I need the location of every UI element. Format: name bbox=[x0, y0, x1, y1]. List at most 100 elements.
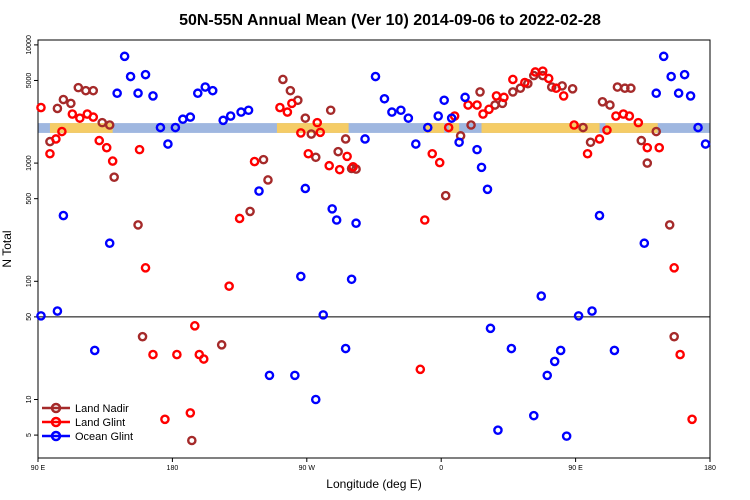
point-land-nadir bbox=[104, 120, 115, 130]
point-ocean-glint bbox=[460, 92, 470, 103]
point-land-glint bbox=[687, 414, 697, 425]
point-land-nadir bbox=[585, 137, 596, 148]
point-land-nadir bbox=[133, 220, 143, 230]
point-land-glint bbox=[148, 349, 158, 360]
point-land-nadir bbox=[52, 103, 63, 114]
point-ocean-glint bbox=[225, 111, 236, 121]
point-ocean-glint bbox=[587, 306, 597, 316]
point-land-glint bbox=[334, 164, 345, 175]
point-ocean-glint bbox=[679, 69, 690, 80]
point-land-glint bbox=[654, 142, 665, 153]
point-ocean-glint bbox=[379, 93, 390, 104]
point-land-glint bbox=[75, 113, 85, 123]
point-ocean-glint bbox=[36, 311, 46, 321]
point-land-glint bbox=[602, 125, 612, 135]
point-land-glint bbox=[348, 162, 358, 172]
y-tick-label: 5000 bbox=[26, 73, 33, 89]
point-land-nadir bbox=[88, 85, 99, 96]
point-land-glint bbox=[224, 281, 234, 291]
point-land-nadir bbox=[515, 83, 526, 94]
point-land-nadir bbox=[597, 97, 608, 107]
point-land-glint bbox=[443, 122, 454, 133]
point-ocean-glint bbox=[433, 111, 444, 121]
point-land-glint bbox=[45, 148, 55, 159]
point-land-glint bbox=[57, 126, 67, 137]
x-axis-ticks: 90 E 180 90 W 0 90 E 180 bbox=[31, 458, 716, 472]
y-axis-ticks: 5 10 50 100 500 1000 5000 10000 bbox=[26, 35, 38, 437]
point-ocean-glint bbox=[506, 343, 517, 354]
point-land-glint bbox=[101, 142, 112, 153]
point-land-nadir bbox=[466, 120, 476, 130]
point-land-nadir bbox=[578, 122, 588, 133]
point-land-glint bbox=[520, 77, 530, 88]
point-ocean-glint bbox=[528, 410, 539, 421]
y-tick-label: 10 bbox=[26, 396, 33, 404]
point-land-glint bbox=[234, 213, 245, 224]
point-ocean-glint bbox=[112, 88, 122, 99]
point-land-glint bbox=[51, 134, 61, 144]
point-ocean-glint bbox=[310, 394, 321, 405]
point-ocean-glint bbox=[411, 139, 421, 149]
point-land-nadir bbox=[508, 87, 518, 97]
point-ocean-glint bbox=[536, 291, 547, 301]
point-ocean-glint bbox=[673, 88, 684, 99]
point-land-nadir bbox=[669, 331, 679, 342]
point-ocean-glint bbox=[472, 144, 482, 155]
band-land-segment bbox=[424, 123, 445, 133]
point-land-nadir bbox=[58, 94, 69, 105]
point-land-glint bbox=[94, 135, 105, 146]
point-land-nadir bbox=[340, 134, 351, 144]
point-land-glint bbox=[582, 148, 593, 159]
point-ocean-glint bbox=[148, 91, 158, 101]
point-ocean-glint bbox=[243, 105, 254, 116]
point-land-nadir bbox=[626, 83, 636, 94]
point-land-nadir bbox=[216, 340, 227, 350]
x-tick-label: 90 W bbox=[299, 465, 316, 472]
x-tick-label: 180 bbox=[167, 465, 179, 472]
point-land-nadir bbox=[263, 175, 273, 185]
point-land-nadir bbox=[605, 100, 615, 110]
point-land-glint bbox=[675, 349, 685, 360]
y-tick-label: 1000 bbox=[26, 155, 33, 171]
point-ocean-glint bbox=[192, 88, 203, 99]
point-ocean-glint bbox=[485, 323, 496, 334]
legend-marker-land-nadir bbox=[50, 402, 62, 414]
point-land-glint bbox=[198, 354, 209, 364]
band-land-segment bbox=[276, 123, 349, 133]
point-ocean-glint bbox=[651, 88, 662, 99]
point-ocean-glint bbox=[396, 105, 406, 116]
point-land-glint bbox=[472, 100, 482, 110]
point-land-glint bbox=[172, 349, 182, 360]
point-land-glint bbox=[669, 263, 679, 273]
point-ocean-glint bbox=[370, 71, 381, 82]
legend-entry-land-glint: Land Glint bbox=[42, 416, 125, 429]
point-land-nadir bbox=[567, 84, 578, 94]
x-axis-label: Longitude (deg E) bbox=[326, 477, 421, 491]
point-ocean-glint bbox=[318, 310, 329, 320]
x-tick-label: 180 bbox=[704, 465, 716, 472]
point-ocean-glint bbox=[170, 122, 181, 133]
point-ocean-glint bbox=[360, 134, 370, 144]
point-ocean-glint bbox=[163, 139, 173, 149]
band-land-segment bbox=[448, 123, 460, 133]
point-land-glint bbox=[543, 73, 554, 84]
point-land-nadir bbox=[546, 82, 557, 92]
point-ocean-glint bbox=[346, 274, 357, 285]
point-ocean-glint bbox=[454, 137, 464, 148]
point-ocean-glint bbox=[476, 162, 487, 173]
legend-marker-land-glint bbox=[50, 416, 62, 428]
point-land-glint bbox=[633, 117, 644, 128]
point-land-glint bbox=[569, 120, 579, 130]
point-ocean-glint bbox=[327, 204, 337, 214]
x-tick-label: 90 E bbox=[31, 465, 46, 472]
point-ocean-glint bbox=[594, 210, 605, 221]
point-ocean-glint bbox=[264, 370, 275, 381]
point-ocean-glint bbox=[185, 112, 196, 122]
point-land-glint bbox=[508, 74, 518, 85]
point-ocean-glint bbox=[482, 184, 493, 195]
y-tick-label: 100 bbox=[26, 275, 33, 287]
y-tick-label: 500 bbox=[26, 193, 33, 205]
legend-label-land-glint: Land Glint bbox=[75, 417, 125, 429]
point-land-glint bbox=[140, 263, 151, 273]
